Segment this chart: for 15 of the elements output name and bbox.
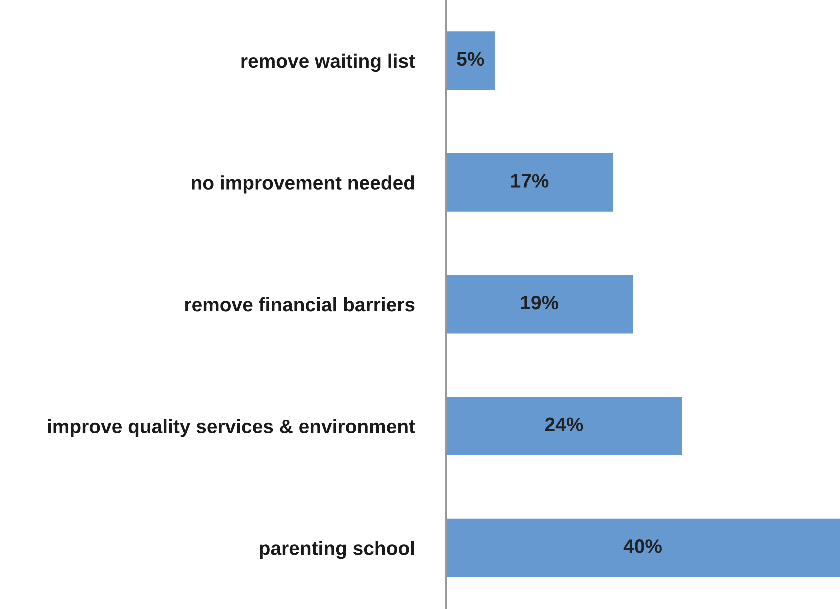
bar [446,518,840,578]
y-tick-label: no improvement needed [192,176,414,194]
bar [446,397,682,456]
y-tick-label: remove financial barriers [185,297,415,312]
bar [446,275,634,334]
data-label: 17% [512,174,549,188]
y-tick-label: improve quality services & environment [48,419,416,438]
bar [446,32,496,90]
bar [446,153,614,212]
data-label: 40% [624,540,662,554]
data-label: 5% [457,52,484,66]
y-tick-label: parenting school [260,541,414,560]
y-tick-label: remove waiting list [242,54,416,72]
data-label: 19% [521,296,559,310]
data-label: 24% [545,418,584,432]
